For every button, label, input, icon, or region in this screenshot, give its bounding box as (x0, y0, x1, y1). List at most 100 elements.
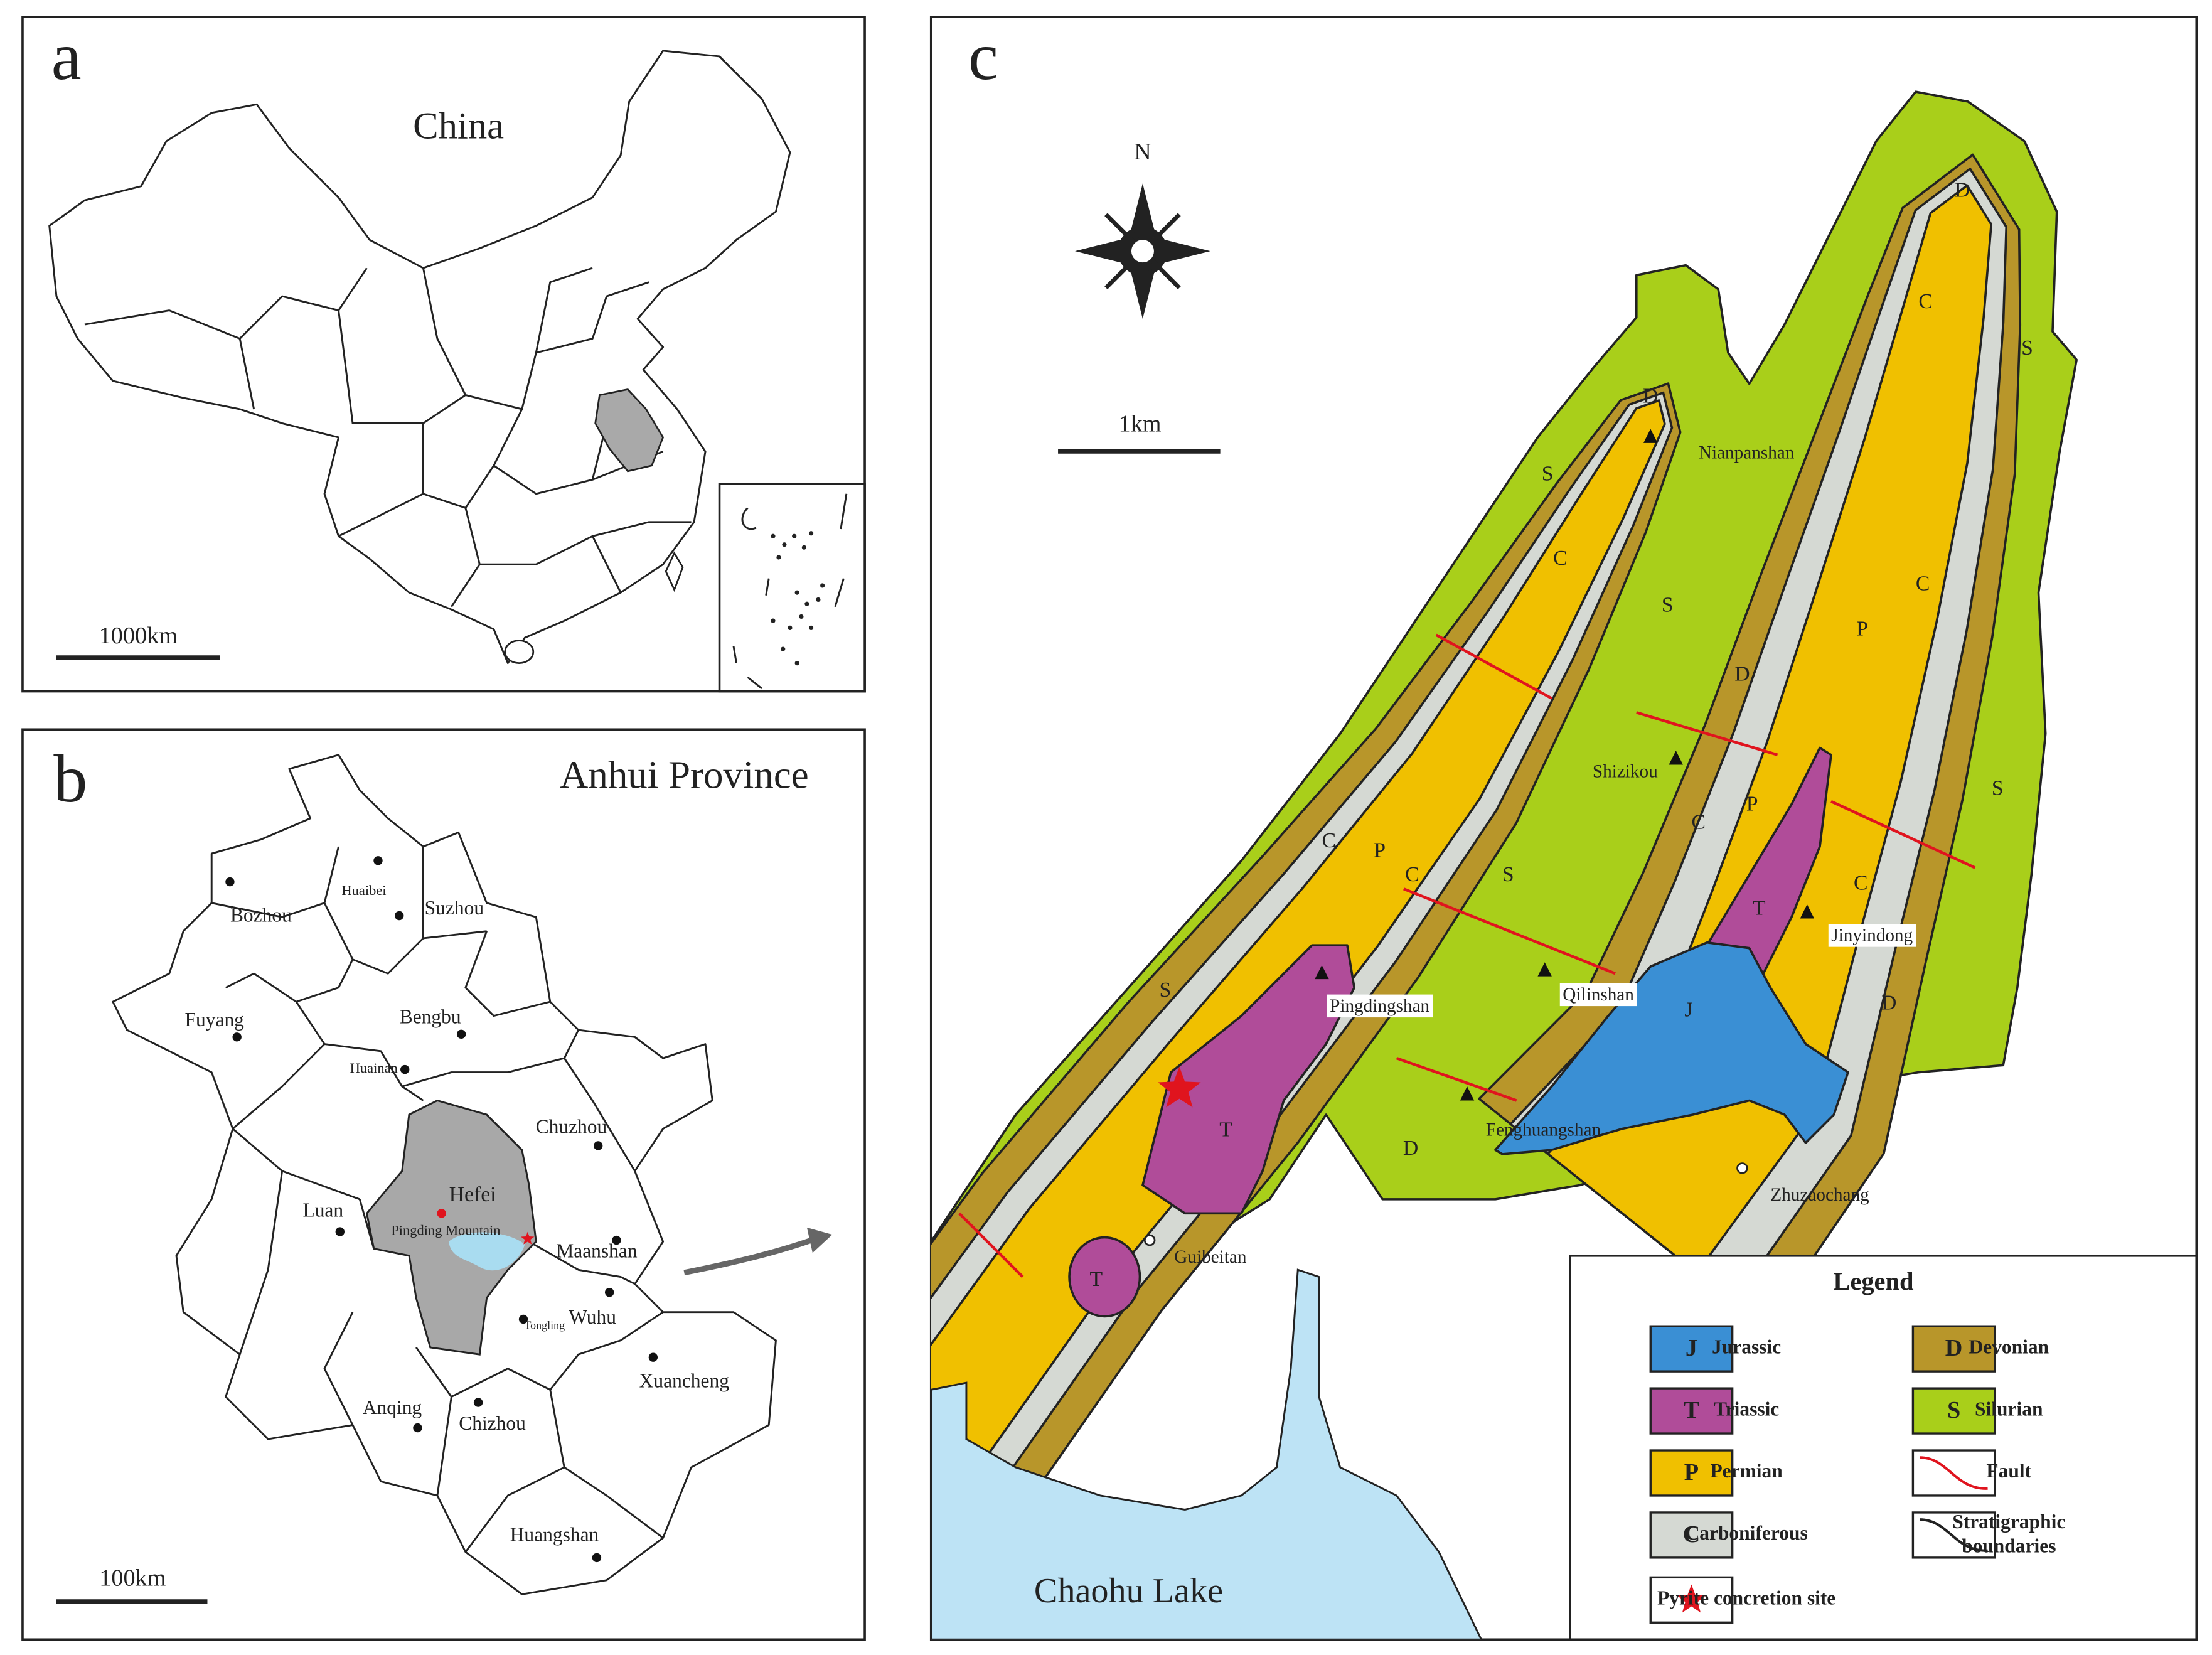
legend-symbol: T (1684, 1397, 1699, 1423)
fault (958, 1212, 1024, 1278)
legend-title: Legend (1833, 1267, 1914, 1295)
compass-ring (1118, 226, 1168, 276)
legend: Legend J Jurassic T Triassic P Permian CCarbon… (1569, 1254, 2198, 1641)
place-label: Guibeitan (1174, 1247, 1247, 1267)
legend-label: Carboniferous (1686, 1522, 1808, 1544)
legend-symbol: S (1947, 1397, 1960, 1423)
lake-label: Chaohu Lake (1034, 1572, 1223, 1610)
inset-islands (782, 542, 787, 547)
jurassic (1494, 941, 1849, 1155)
peak (1800, 904, 1815, 919)
place-label: Nianpanshan (1699, 443, 1795, 463)
place-label: Zhuzaochang (1770, 1185, 1869, 1205)
city-dot (592, 1553, 602, 1563)
unit-label: D (1734, 663, 1750, 686)
label-bg (1559, 983, 1637, 1007)
inset-islands (771, 533, 776, 538)
fault (1403, 887, 1616, 975)
city-dot (437, 1209, 446, 1218)
city-label: Bengbu (400, 1005, 461, 1027)
city-dot (373, 856, 383, 865)
unit-label: S (2021, 336, 2033, 360)
unit-label: C (1916, 572, 1930, 596)
city-dot (232, 1032, 242, 1042)
unit-label: S (1662, 593, 1674, 616)
city-dot (473, 1398, 483, 1407)
city-dot (604, 1288, 614, 1297)
city-label: Huangshan (510, 1523, 599, 1545)
unit-label: P (1746, 792, 1758, 815)
city-dot (456, 1029, 466, 1039)
village (1143, 1234, 1156, 1246)
fault-symbol (1920, 1456, 1988, 1490)
city-dot (518, 1314, 528, 1324)
triassic (1068, 1236, 1141, 1318)
fault (1396, 1056, 1517, 1102)
inset-islands (792, 533, 797, 538)
legend-swatch (1649, 1387, 1734, 1435)
island (665, 551, 684, 592)
fault (1830, 800, 1976, 869)
chaohu-lake (448, 1232, 525, 1271)
city-label: Fuyang (185, 1009, 245, 1031)
scale-label: 1km (1118, 411, 1161, 437)
place-label: Shizikou (1593, 762, 1658, 782)
scale-label: 1000km (99, 623, 178, 649)
place-label: Qilinshan (1563, 985, 1634, 1005)
inset-islands (820, 583, 825, 588)
legend-symbol: J (1686, 1335, 1697, 1361)
legend-symbol: P (1684, 1459, 1699, 1486)
city-label: Huaibei (341, 882, 386, 898)
pyrite-site (1158, 1066, 1201, 1108)
city-dot (395, 911, 404, 921)
panel-letter: a (51, 19, 82, 94)
unit-label: P (1374, 839, 1386, 862)
unit-label: S (1992, 777, 2004, 800)
city-label: Pingding Mountain (391, 1223, 500, 1238)
permian (1546, 184, 1992, 1275)
scale-label: 100km (99, 1565, 166, 1592)
inset-islands (771, 531, 825, 666)
inset-islands (794, 590, 799, 595)
city-label: Anqing (363, 1396, 422, 1418)
inset-islands (801, 545, 807, 550)
unit-label: D (1643, 385, 1658, 408)
unit-label: T (1219, 1118, 1232, 1142)
island (504, 640, 535, 664)
unit-label: D (1955, 178, 1970, 201)
inset-islands (781, 646, 786, 651)
inset-islands (788, 625, 793, 630)
fault (1636, 711, 1778, 756)
place-label: Jinyindong (1831, 925, 1913, 945)
compass-center (1128, 237, 1157, 265)
panel-b: 100km b Anhui Province Bozhou Huaibei Suzh… (21, 728, 866, 1641)
pyrite-symbol (1676, 1584, 1707, 1613)
inset-islands (794, 661, 799, 666)
unit-label: C (1322, 829, 1336, 852)
inset-lines (732, 493, 848, 690)
anhui-highlight (594, 388, 665, 473)
unit-label: D (1881, 991, 1896, 1014)
inset-islands (816, 597, 821, 603)
legend-swatch (1649, 1449, 1734, 1497)
site-star (520, 1231, 535, 1245)
city-label: Chuzhou (536, 1116, 607, 1138)
city-dot (225, 877, 235, 887)
unit-label: P (1856, 618, 1868, 641)
inset-islands (776, 555, 781, 560)
legend-label: Stratigraphic (1952, 1511, 2065, 1533)
label-bg (1828, 924, 1916, 947)
unit-label: J (1684, 999, 1692, 1022)
country-outline (48, 50, 791, 665)
city-dot (612, 1235, 621, 1245)
panel-title: Anhui Province (560, 753, 809, 796)
city-dot (413, 1423, 422, 1433)
panel-title: China (413, 105, 504, 147)
legend-label: Triassic (1714, 1398, 1779, 1420)
panel-a: 1000km a China (21, 16, 866, 693)
inset-islands (771, 618, 776, 623)
